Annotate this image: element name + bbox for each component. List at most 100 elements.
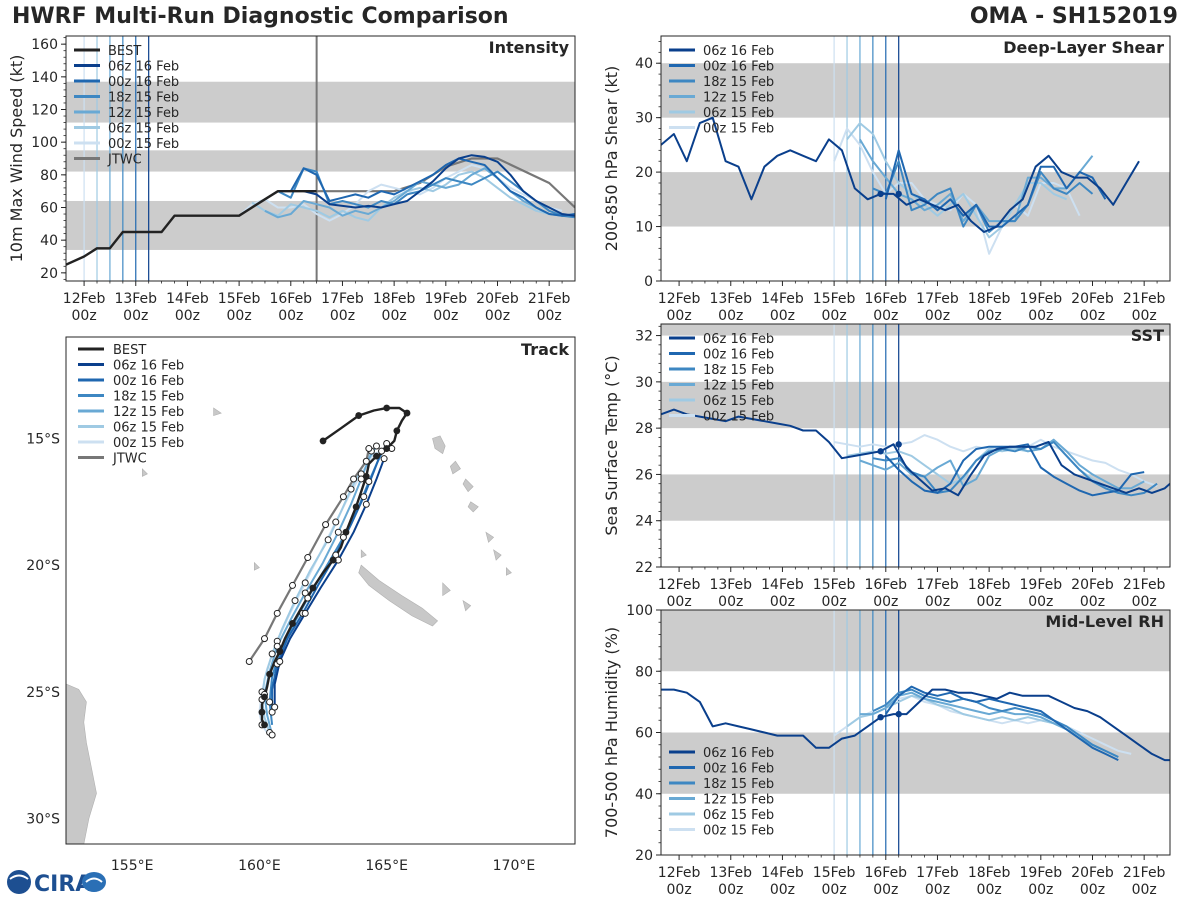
shear-xtick-sublabel: 00z [822, 308, 847, 324]
shear-xtick-label: 21Feb [1123, 291, 1166, 307]
track-legend-12z-15-feb: 12z 15 Feb [113, 405, 184, 420]
track-best-point [393, 427, 401, 435]
sst-xtick-label: 12Feb [658, 577, 701, 593]
shear-series-18z-15-feb [872, 160, 1094, 233]
rh-series-06z-16-feb [661, 688, 1170, 762]
track-forecast-point [324, 536, 332, 544]
rh-xtick-sublabel: 00z [718, 882, 743, 898]
track-series-00z-16-feb [271, 450, 383, 713]
sst-xtick-label: 20Feb [1071, 577, 1114, 593]
cloud-icon [82, 872, 106, 892]
intensity-xtick-label: 20Feb [476, 291, 519, 307]
shear-legend-00z-15-feb: 00z 15 Feb [703, 122, 774, 137]
intensity-legend-12z-15-feb: 12z 15 Feb [108, 106, 179, 121]
shear-ytick-label: 0 [644, 274, 653, 290]
vanuatu-island [432, 435, 446, 455]
intensity-xtick-sublabel: 00z [537, 308, 562, 324]
track-best-point [289, 620, 296, 627]
track-legend-18z-15-feb: 18z 15 Feb [113, 390, 184, 405]
shear-xtick-label: 16Feb [864, 291, 907, 307]
intensity-xtick-sublabel: 00z [175, 308, 200, 324]
rh-ytick-label: 80 [635, 664, 653, 680]
sst-xtick-label: 19Feb [1020, 577, 1063, 593]
intensity-frame [65, 35, 576, 282]
sst-xtick-sublabel: 00z [925, 594, 950, 610]
rh-xtick-label: 17Feb [916, 865, 959, 881]
vanuatu-island [493, 549, 502, 561]
track-panel: 155°E 160°E 165°E 170°E 15°S 20°S 25°S 30°S Trac… [26, 336, 576, 874]
rh-legend-12z-15-feb: 12z 15 Feb [703, 793, 774, 808]
track-plot-area [66, 404, 512, 844]
shear-series-06z-16-feb [661, 116, 1140, 233]
vanuatu-island [485, 531, 495, 543]
sst-xtick-label: 14Feb [761, 577, 804, 593]
shear-legend-00z-16-feb: 00z 16 Feb [703, 60, 774, 75]
sst-xtick-sublabel: 00z [822, 594, 847, 610]
track-jtwc-point [350, 475, 358, 483]
track-forecast-point [372, 442, 380, 450]
shear-series-00z-15-feb [833, 127, 1081, 255]
reef-island [254, 561, 260, 571]
shear-legend-18z-15-feb: 18z 15 Feb [703, 75, 774, 90]
rh-shade-band [661, 610, 1170, 672]
sst-series-18z-15-feb [872, 441, 1158, 497]
rh-xtick-label: 19Feb [1020, 865, 1063, 881]
intensity-ytick-label: 100 [31, 135, 58, 151]
track-best-point [258, 708, 266, 716]
track-lat-label: 20°S [26, 558, 60, 574]
intensity-xtick-sublabel: 00z [278, 308, 303, 324]
intensity-xtick-label: 13Feb [114, 291, 157, 307]
track-best-point [276, 647, 284, 655]
shear-analysis-point [895, 190, 902, 198]
intensity-ytick-label: 20 [40, 266, 58, 282]
shear-frame [660, 35, 1171, 282]
track-frame [65, 336, 576, 845]
track-jtwc-point [362, 457, 370, 465]
sst-series-06z-16-feb [661, 408, 1170, 497]
shear-xtick-sublabel: 00z [770, 308, 795, 324]
intensity-shade-band [66, 200, 575, 250]
shear-xtick-label: 17Feb [916, 291, 959, 307]
rh-legend-00z-16-feb: 00z 16 Feb [703, 762, 774, 777]
track-lat-label: 25°S [26, 685, 60, 701]
sst-legend-00z-16-feb: 00z 16 Feb [703, 348, 774, 363]
shear-xtick-sublabel: 00z [718, 308, 743, 324]
intensity-xtick-label: 17Feb [321, 291, 364, 307]
track-best-point [383, 404, 391, 412]
shear-plot-area [661, 36, 1170, 281]
loyalty-island [462, 599, 472, 612]
intensity-xtick-sublabel: 00z [382, 308, 407, 324]
sst-legend-06z-15-feb: 06z 15 Feb [703, 394, 774, 409]
reef-island [142, 468, 148, 477]
rh-analysis-point [895, 710, 902, 718]
track-best-point [266, 670, 273, 678]
shear-xtick-sublabel: 00z [1080, 308, 1105, 324]
intensity-ytick-label: 140 [31, 70, 58, 86]
intensity-legend-06z-15-feb: 06z 15 Feb [108, 122, 179, 137]
loyalty-island [442, 582, 451, 597]
reef-island [360, 549, 367, 558]
track-jtwc-point [245, 657, 253, 665]
shear-ytick-label: 40 [635, 56, 653, 72]
track-forecast-point [268, 731, 276, 739]
sst-plot-area [661, 324, 1170, 567]
sst-frame [660, 323, 1171, 568]
rh-xtick-sublabel: 00z [1132, 882, 1157, 898]
vanuatu-island [467, 501, 479, 513]
track-forecast-point [271, 703, 279, 711]
intensity-shade-band [66, 81, 575, 123]
rh-ytick-label: 60 [635, 726, 653, 742]
rh-xtick-sublabel: 00z [977, 882, 1002, 898]
shear-xtick-sublabel: 00z [873, 308, 898, 324]
rh-xtick-sublabel: 00z [822, 882, 847, 898]
track-forecast-point [301, 609, 309, 617]
track-legend-00z-16-feb: 00z 16 Feb [113, 374, 184, 389]
sst-xtick-label: 18Feb [968, 577, 1011, 593]
rh-series-00z-16-feb [884, 685, 1119, 762]
track-forecast-point [266, 698, 274, 706]
rh-xtick-label: 16Feb [864, 865, 907, 881]
track-legend-00z-15-feb: 00z 15 Feb [113, 436, 184, 451]
track-legend-06z-15-feb: 06z 15 Feb [113, 421, 184, 436]
sst-shade-band [661, 381, 1170, 429]
